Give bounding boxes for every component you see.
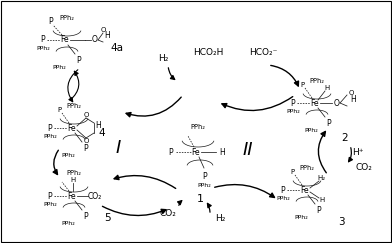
- Text: Fe: Fe: [61, 35, 69, 44]
- Text: H₂: H₂: [317, 175, 325, 181]
- Text: P: P: [83, 211, 88, 220]
- Text: PPh₂: PPh₂: [191, 124, 205, 130]
- Text: PPh₂: PPh₂: [61, 220, 75, 226]
- Text: Fe: Fe: [68, 123, 76, 132]
- Text: 3: 3: [338, 217, 344, 227]
- Text: O: O: [348, 90, 354, 96]
- Text: P: P: [327, 119, 331, 128]
- Text: 5: 5: [105, 213, 111, 223]
- Text: O: O: [334, 98, 340, 107]
- Text: H: H: [219, 148, 225, 156]
- Text: P: P: [41, 35, 45, 44]
- Text: P: P: [48, 191, 52, 200]
- Text: PPh₂: PPh₂: [276, 196, 290, 200]
- Text: O: O: [83, 138, 89, 144]
- Text: H₂: H₂: [158, 53, 168, 62]
- Text: 2: 2: [342, 133, 348, 143]
- Text: H: H: [350, 95, 356, 104]
- Text: PPh₂: PPh₂: [67, 170, 82, 176]
- Text: PPh₂: PPh₂: [36, 45, 50, 51]
- Text: PPh₂: PPh₂: [43, 133, 57, 139]
- Text: PPh₂: PPh₂: [310, 78, 325, 84]
- Text: O: O: [83, 112, 89, 118]
- Text: I: I: [115, 139, 121, 157]
- Text: PPh₂: PPh₂: [67, 103, 82, 109]
- Text: 4a: 4a: [111, 43, 123, 53]
- Text: CO₂: CO₂: [356, 163, 372, 172]
- Text: Fe: Fe: [192, 148, 200, 156]
- Text: O: O: [92, 35, 98, 44]
- Text: HCO₂H: HCO₂H: [193, 47, 223, 57]
- Text: PPh₂: PPh₂: [304, 128, 318, 132]
- Text: PPh₂: PPh₂: [197, 182, 211, 188]
- Text: II: II: [243, 141, 253, 159]
- Text: Fe: Fe: [68, 191, 76, 200]
- Text: 4: 4: [99, 128, 105, 138]
- Text: H₂: H₂: [215, 214, 225, 223]
- Text: HCO₂⁻: HCO₂⁻: [249, 47, 277, 57]
- Text: P: P: [291, 98, 295, 107]
- Text: P: P: [83, 144, 88, 153]
- Text: H: H: [104, 32, 110, 41]
- Text: H⁺: H⁺: [352, 148, 364, 156]
- Text: H: H: [71, 177, 76, 183]
- Text: CO₂: CO₂: [88, 191, 102, 200]
- Text: P: P: [49, 17, 53, 26]
- Text: PPh₂: PPh₂: [43, 201, 57, 207]
- Text: 1: 1: [196, 194, 203, 204]
- Text: Fe: Fe: [301, 185, 309, 194]
- Text: P: P: [77, 55, 81, 64]
- Text: P: P: [290, 169, 294, 175]
- Text: P: P: [203, 172, 207, 181]
- Text: O: O: [100, 27, 106, 33]
- Text: H: H: [319, 197, 325, 203]
- Text: P: P: [281, 185, 285, 194]
- Text: H: H: [324, 85, 330, 91]
- Text: PPh₂: PPh₂: [52, 64, 66, 69]
- Text: PPh₂: PPh₂: [286, 109, 300, 113]
- Text: Fe: Fe: [311, 98, 319, 107]
- Text: PPh₂: PPh₂: [299, 165, 314, 171]
- Text: P: P: [300, 82, 304, 88]
- Text: H: H: [95, 121, 101, 130]
- Text: P: P: [169, 148, 173, 156]
- Text: CO₂: CO₂: [160, 208, 176, 217]
- Text: PPh₂: PPh₂: [294, 215, 308, 219]
- Text: P: P: [48, 123, 52, 132]
- Text: P: P: [57, 107, 61, 113]
- Text: PPh₂: PPh₂: [61, 153, 75, 157]
- Text: P: P: [317, 206, 321, 215]
- Text: PPh₂: PPh₂: [60, 15, 74, 21]
